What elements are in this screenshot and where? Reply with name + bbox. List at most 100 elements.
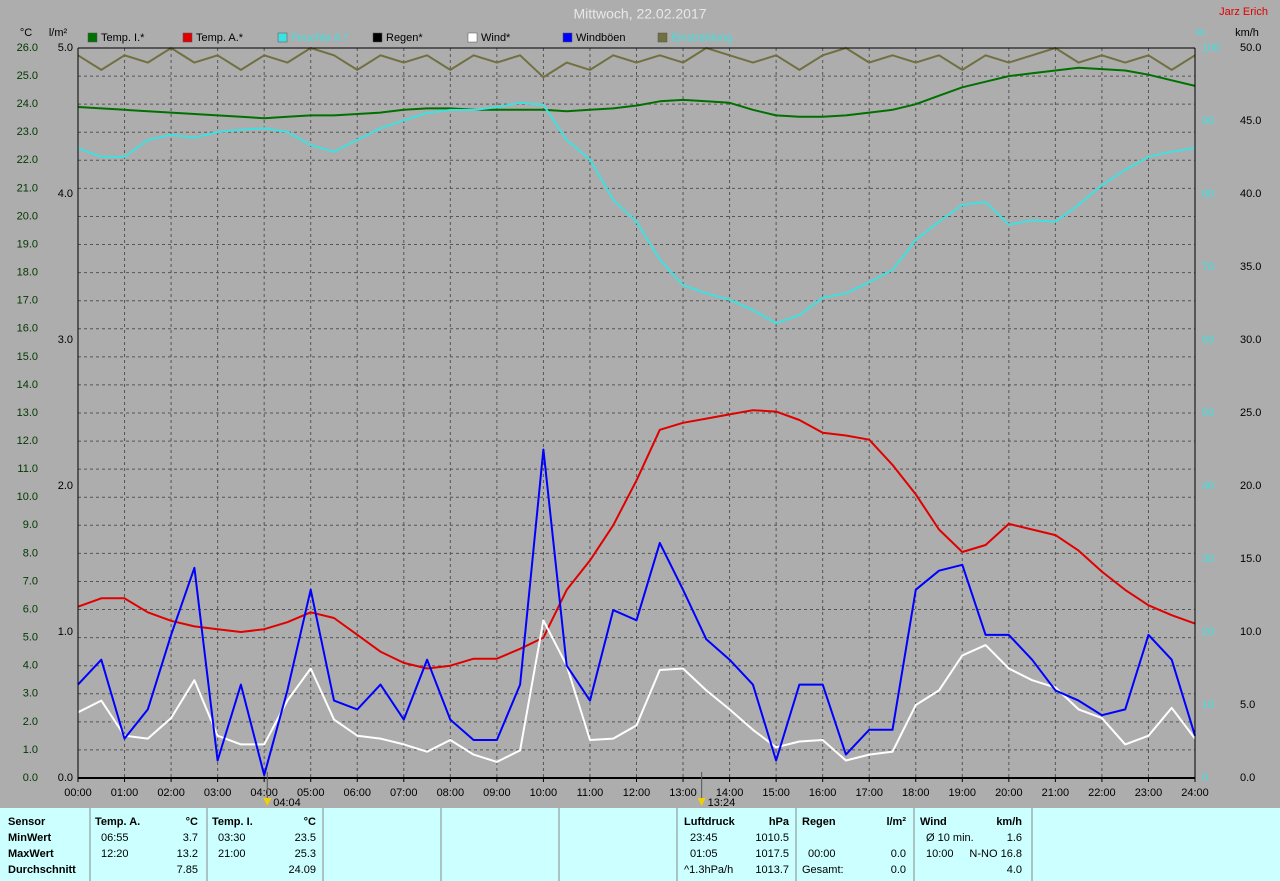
x-tick-label: 16:00 (809, 787, 837, 799)
x-tick-label: 14:00 (716, 787, 744, 799)
x-tick-label: 19:00 (949, 787, 977, 799)
y4-tick-label: 5.0 (1240, 699, 1255, 711)
y3-tick-label: 10 (1202, 699, 1214, 711)
y3-tick-label: 0 (1202, 772, 1208, 784)
table-cell: 21:00 (218, 848, 246, 860)
table-cell: 0.0 (891, 848, 906, 860)
x-tick-label: 23:00 (1135, 787, 1163, 799)
table-cell: °C (186, 816, 198, 828)
y-tick-label: 8.0 (23, 547, 38, 559)
y-tick-label: 3.0 (23, 688, 38, 700)
y3-axis-label: % (1195, 27, 1205, 39)
y4-tick-label: 30.0 (1240, 334, 1261, 346)
x-tick-label: 02:00 (157, 787, 185, 799)
table-cell: MaxWert (8, 848, 54, 860)
y2-tick-label: 5.0 (58, 42, 73, 54)
table-cell: 24.09 (288, 864, 316, 876)
y-tick-label: 23.0 (17, 126, 38, 138)
y2-tick-label: 4.0 (58, 188, 73, 200)
table-cell: MinWert (8, 832, 52, 844)
y-tick-label: 18.0 (17, 267, 38, 279)
table-cell: Temp. I. (212, 816, 253, 828)
y-tick-label: 25.0 (17, 70, 38, 82)
y2-tick-label: 1.0 (58, 626, 73, 638)
y-tick-label: 1.0 (23, 744, 38, 756)
table-cell: Temp. A. (95, 816, 140, 828)
table-cell: 03:30 (218, 832, 246, 844)
table-cell: 13.2 (177, 848, 198, 860)
y3-tick-label: 50 (1202, 407, 1214, 419)
table-cell: 1013.7 (755, 864, 789, 876)
x-tick-label: 15:00 (762, 787, 790, 799)
table-cell: 0.0 (891, 864, 906, 876)
y2-tick-label: 2.0 (58, 480, 73, 492)
y-tick-label: 24.0 (17, 98, 38, 110)
legend-swatch (562, 32, 573, 43)
y4-tick-label: 50.0 (1240, 42, 1261, 54)
y4-tick-label: 45.0 (1240, 115, 1261, 127)
y3-tick-label: 60 (1202, 334, 1214, 346)
table-cell: 1017.5 (755, 848, 789, 860)
table-cell: 4.0 (1007, 864, 1022, 876)
y-tick-label: 11.0 (17, 463, 38, 475)
x-tick-label: 13:00 (669, 787, 697, 799)
x-tick-label: 01:00 (111, 787, 139, 799)
table-cell: km/h (996, 816, 1022, 828)
table-cell: 23:45 (690, 832, 718, 844)
table-cell: Gesamt: (802, 864, 844, 876)
y-tick-label: 5.0 (23, 632, 38, 644)
y-tick-label: 14.0 (17, 379, 38, 391)
y4-tick-label: 40.0 (1240, 188, 1261, 200)
y3-tick-label: 20 (1202, 626, 1214, 638)
x-tick-label: 08:00 (437, 787, 465, 799)
y-tick-label: 12.0 (17, 435, 38, 447)
x-tick-label: 04:00 (250, 787, 278, 799)
y-tick-label: 10.0 (17, 491, 38, 503)
y3-tick-label: 70 (1202, 261, 1214, 273)
legend-label: Temp. A.* (196, 32, 244, 44)
y-tick-label: 16.0 (17, 323, 38, 335)
x-tick-label: 06:00 (343, 787, 371, 799)
series-line (77, 47, 1196, 79)
x-tick-label: 20:00 (995, 787, 1023, 799)
legend-label: Windböen (576, 32, 626, 44)
chart-title: Mittwoch, 22.02.2017 (573, 6, 706, 22)
y-tick-label: 17.0 (17, 295, 38, 307)
series-line (77, 619, 1196, 763)
x-tick-label: 10:00 (530, 787, 558, 799)
legend-label: Einstrahlung (671, 32, 732, 44)
y3-tick-label: 30 (1202, 553, 1214, 565)
y-tick-label: 2.0 (23, 716, 38, 728)
sun-icon (697, 798, 706, 806)
y-tick-label: 7.0 (23, 575, 38, 587)
y-tick-label: 9.0 (23, 519, 38, 531)
series-line (77, 66, 1196, 120)
legend-swatch (372, 32, 383, 43)
x-tick-label: 05:00 (297, 787, 325, 799)
table-cell: 7.85 (177, 864, 198, 876)
y4-tick-label: 20.0 (1240, 480, 1261, 492)
y-tick-label: 19.0 (17, 238, 38, 250)
legend-swatch (182, 32, 193, 43)
x-tick-label: 12:00 (623, 787, 651, 799)
table-cell: 1.6 (1007, 832, 1022, 844)
y-axis-label: °C (20, 27, 32, 39)
y-tick-label: 22.0 (17, 154, 38, 166)
y4-tick-label: 10.0 (1240, 626, 1261, 638)
table-cell: hPa (769, 816, 790, 828)
x-tick-label: 21:00 (1042, 787, 1070, 799)
y-tick-label: 4.0 (23, 660, 38, 672)
legend-label: Wind* (481, 32, 511, 44)
y-tick-label: 15.0 (17, 351, 38, 363)
legend-label: Temp. I.* (101, 32, 145, 44)
series-line (77, 101, 1196, 325)
legend-swatch (657, 32, 668, 43)
table-cell: Luftdruck (684, 816, 736, 828)
table-cell: 1010.5 (755, 832, 789, 844)
legend-swatch (87, 32, 98, 43)
x-tick-label: 11:00 (577, 787, 604, 799)
annotation-label: 13:24 (708, 797, 736, 809)
x-tick-label: 22:00 (1088, 787, 1116, 799)
table-cell: 10:00 (926, 848, 954, 860)
